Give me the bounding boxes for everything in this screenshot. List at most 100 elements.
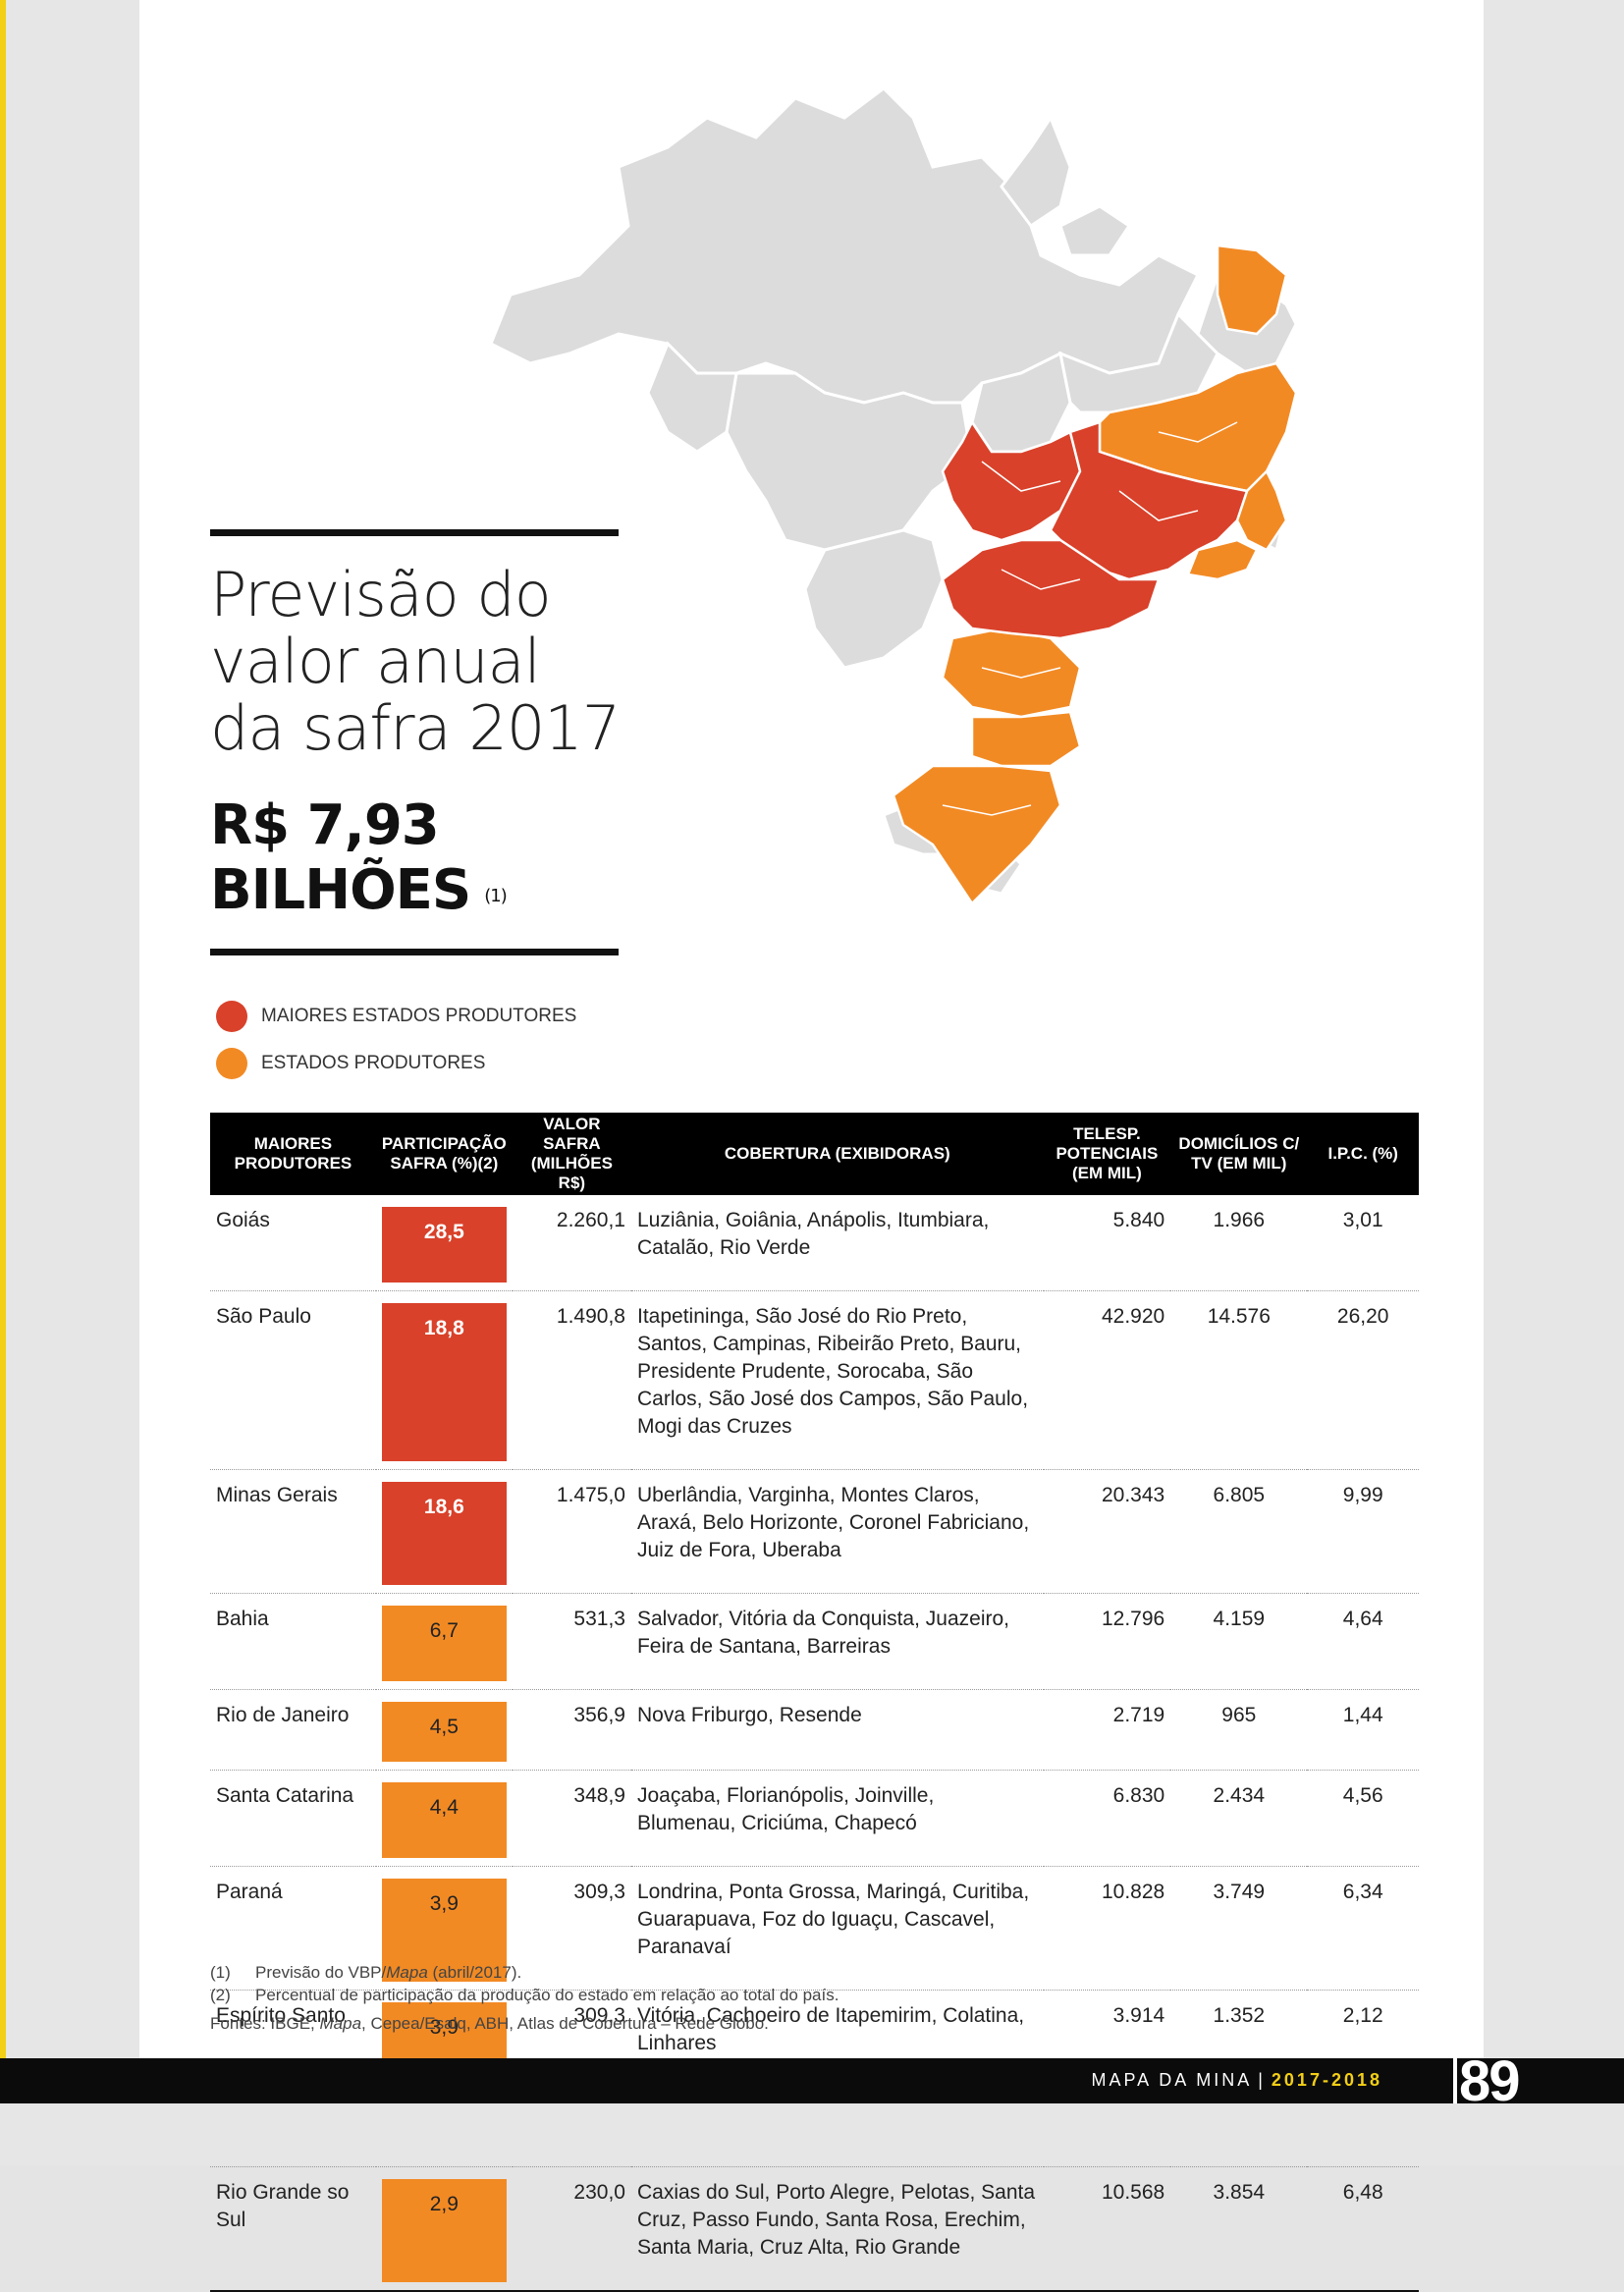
- ipc-cell: 3,01: [1307, 1195, 1419, 1291]
- table-row: Goiás 28,5 2.260,1 Luziânia, Goiânia, Anápo…: [210, 1195, 1419, 1291]
- value-cell: 1.475,0: [512, 1469, 631, 1594]
- viewers-cell: 2.719: [1043, 1689, 1171, 1771]
- map-rio-grande-sul: [892, 764, 1062, 905]
- share-bar: 4,4: [381, 1781, 507, 1858]
- homes-cell: 1.966: [1170, 1195, 1308, 1291]
- legend-label-major: MAIORES ESTADOS PRODUTORES: [261, 1006, 577, 1026]
- map-piaui-maranhao: [1057, 311, 1219, 414]
- publication-name: MAPA DA MINA: [1091, 2070, 1253, 2090]
- share-cell: 4,5: [375, 1689, 513, 1771]
- col-header-share: PARTICIPAÇÃO SAFRA (%)(2): [381, 1134, 507, 1173]
- ipc-cell: 6,34: [1307, 1866, 1419, 1991]
- publication-years: 2017-2018: [1271, 2070, 1382, 2090]
- title-line-2: valor anual: [210, 626, 541, 697]
- map-minas-gerais: [1049, 420, 1249, 581]
- share-cell: 18,8: [375, 1290, 513, 1470]
- forecast-value: R$ 7,93 BILHÕES (1): [210, 793, 508, 923]
- forecast-unit: BILHÕES: [210, 858, 471, 922]
- title-line-1: Previsão do: [210, 559, 552, 630]
- table-row: Rio de Janeiro 4,5 356,9 Nova Friburgo, Res…: [210, 1689, 1419, 1771]
- title-bottom-rule: [210, 949, 619, 955]
- share-cell: 28,5: [375, 1195, 513, 1291]
- ipc-cell: 1,44: [1307, 1689, 1419, 1771]
- state-cell: Bahia: [210, 1593, 376, 1690]
- viewers-cell: 6.830: [1043, 1770, 1171, 1867]
- share-cell: 4,4: [375, 1770, 513, 1867]
- coverage-cell: Itapetininga, São José do Rio Preto, San…: [630, 1290, 1044, 1470]
- value-cell: 531,3: [512, 1593, 631, 1690]
- viewers-cell: 12.796: [1043, 1593, 1171, 1690]
- state-cell: Rio Grande so Sul: [210, 2166, 376, 2292]
- share-bar: 28,5: [381, 1207, 507, 1282]
- value-cell: 348,9: [512, 1770, 631, 1867]
- footer-label: MAPA DA MINA | 2017-2018: [1091, 2070, 1382, 2090]
- footer-margin: [0, 2103, 1624, 2165]
- homes-cell: 4.159: [1170, 1593, 1308, 1690]
- map-goias: [941, 419, 1082, 542]
- legend-item-minor: ESTADOS PRODUTORES: [216, 1048, 485, 1079]
- share-cell: 3,9: [375, 1866, 513, 1991]
- col-header-coverage: COBERTURA (EXIBIDORAS): [724, 1144, 950, 1163]
- map-espirito-santo: [1235, 468, 1288, 552]
- homes-cell: 14.576: [1170, 1290, 1308, 1470]
- table-row: Paraná 3,9 309,3 Londrina, Ponta Grossa, Ma…: [210, 1866, 1419, 1991]
- coverage-cell: Nova Friburgo, Resende: [630, 1689, 1044, 1771]
- ipc-cell: 9,99: [1307, 1469, 1419, 1594]
- col-header-ipc: I.P.C. (%): [1327, 1144, 1398, 1163]
- viewers-cell: 10.828: [1043, 1866, 1171, 1991]
- share-bar: 18,8: [381, 1302, 507, 1461]
- coverage-cell: Salvador, Vitória da Conquista, Juazeiro…: [630, 1593, 1044, 1690]
- state-cell: Rio de Janeiro: [210, 1689, 376, 1771]
- homes-cell: 965: [1170, 1689, 1308, 1771]
- map-internal-borders: [942, 421, 1238, 816]
- share-cell: 18,6: [375, 1469, 513, 1594]
- state-cell: Goiás: [210, 1195, 376, 1291]
- share-bar: 3,9: [381, 1878, 507, 1982]
- forecast-amount: R$ 7,93: [210, 793, 440, 857]
- map-ceara: [1216, 244, 1288, 336]
- page-title: Previsão do valor anual da safra 2017: [210, 559, 621, 762]
- share-cell: 6,7: [375, 1593, 513, 1690]
- coverage-cell: Londrina, Ponta Grossa, Maringá, Curitib…: [630, 1866, 1044, 1991]
- footnotes: (1) Previsão do VBP/Mapa (abril/2017). (2…: [210, 1961, 839, 2035]
- coverage-cell: Luziânia, Goiânia, Anápolis, Itumbiara, …: [630, 1195, 1044, 1291]
- state-cell: São Paulo: [210, 1290, 376, 1470]
- table-header-row: MAIORES PRODUTORES PARTICIPAÇÃO SAFRA (%…: [210, 1113, 1419, 1195]
- page-number-divider: [1453, 2058, 1457, 2103]
- map-rio-de-janeiro: [1186, 538, 1259, 581]
- map-mato-grosso-sul: [803, 528, 945, 670]
- value-cell: 1.490,8: [512, 1290, 631, 1470]
- coverage-cell: Caxias do Sul, Porto Alegre, Pelotas, Sa…: [630, 2166, 1044, 2292]
- right-margin: [1484, 0, 1624, 2058]
- share-bar: 4,5: [381, 1701, 507, 1762]
- homes-cell: 3.854: [1170, 2166, 1308, 2292]
- legend-label-minor: ESTADOS PRODUTORES: [261, 1053, 486, 1073]
- table-row: Rio Grande so Sul 2,9 230,0 Caxias do Sul, …: [210, 2166, 1419, 2292]
- red-dot-icon: [216, 1001, 247, 1032]
- homes-cell: 6.805: [1170, 1469, 1308, 1594]
- ipc-cell: 4,56: [1307, 1770, 1419, 1867]
- ipc-cell: 26,20: [1307, 1290, 1419, 1470]
- col-header-homes: DOMICÍLIOS C/ TV (EM MIL): [1178, 1134, 1300, 1173]
- state-cell: Paraná: [210, 1866, 376, 1991]
- ipc-cell: 6,48: [1307, 2166, 1419, 2292]
- brazil-map: [489, 86, 1298, 905]
- map-sao-paulo: [941, 538, 1161, 640]
- viewers-cell: 42.920: [1043, 1290, 1171, 1470]
- title-top-rule: [210, 529, 619, 536]
- forecast-footnote-ref: (1): [484, 886, 507, 906]
- col-header-state: MAIORES PRODUTORES: [234, 1134, 352, 1173]
- value-cell: 309,3: [512, 1866, 631, 1991]
- ipc-cell: 4,64: [1307, 1593, 1419, 1690]
- yellow-edge-strip: [0, 0, 6, 2058]
- viewers-cell: 5.840: [1043, 1195, 1171, 1291]
- share-bar: 2,9: [381, 2178, 507, 2282]
- table-row: São Paulo 18,8 1.490,8 Itapetininga, São Jo…: [210, 1290, 1419, 1470]
- map-amapa: [1000, 114, 1072, 229]
- value-cell: 2.260,1: [512, 1195, 631, 1291]
- footnote-1: (1) Previsão do VBP/Mapa (abril/2017).: [210, 1963, 522, 1982]
- homes-cell: 2.434: [1170, 1770, 1308, 1867]
- legend-item-major: MAIORES ESTADOS PRODUTORES: [216, 1001, 576, 1032]
- state-cell: Minas Gerais: [210, 1469, 376, 1594]
- table-row: Santa Catarina 4,4 348,9 Joaçaba, Florianóp…: [210, 1770, 1419, 1867]
